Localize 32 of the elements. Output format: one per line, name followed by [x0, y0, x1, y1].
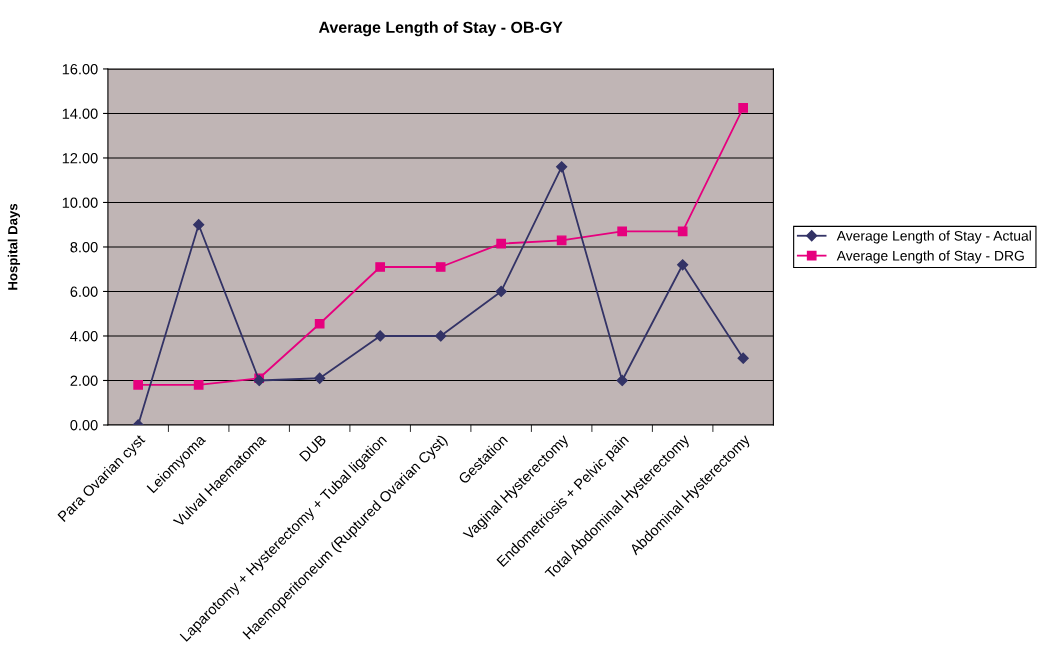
point	[677, 259, 689, 271]
legend-label: Average Length of Stay - Actual	[836, 230, 1031, 244]
y-tick-label: 4.00	[70, 331, 98, 342]
y-tick-label: 12.00	[62, 153, 98, 164]
point	[556, 161, 568, 173]
point	[374, 330, 386, 342]
point	[133, 380, 144, 390]
y-tick-label: 16.00	[62, 64, 98, 75]
legend-label: Average Length of Stay - DRG	[836, 250, 1024, 264]
point	[495, 285, 507, 298]
y-tick-label: 10.00	[62, 197, 98, 208]
point	[435, 262, 446, 272]
point	[496, 238, 507, 249]
point	[556, 235, 567, 246]
point	[737, 352, 749, 364]
point	[738, 103, 749, 113]
y-tick-label: 8.00	[70, 242, 98, 253]
y-tick-label: 2.00	[70, 375, 98, 386]
point	[193, 219, 205, 231]
y-tick-label: 14.00	[62, 108, 98, 119]
point	[314, 372, 326, 384]
point	[435, 330, 447, 342]
point	[616, 374, 628, 387]
point	[617, 226, 628, 237]
y-axis-title: Hospital Days	[7, 203, 21, 290]
y-tick-label: 0.00	[70, 420, 98, 431]
point	[314, 318, 325, 329]
point	[193, 380, 204, 390]
chart-title: Average Length of Stay - OB-GY	[318, 21, 563, 37]
y-tick-label: 6.00	[70, 286, 98, 297]
point	[677, 226, 688, 237]
point	[375, 262, 386, 272]
